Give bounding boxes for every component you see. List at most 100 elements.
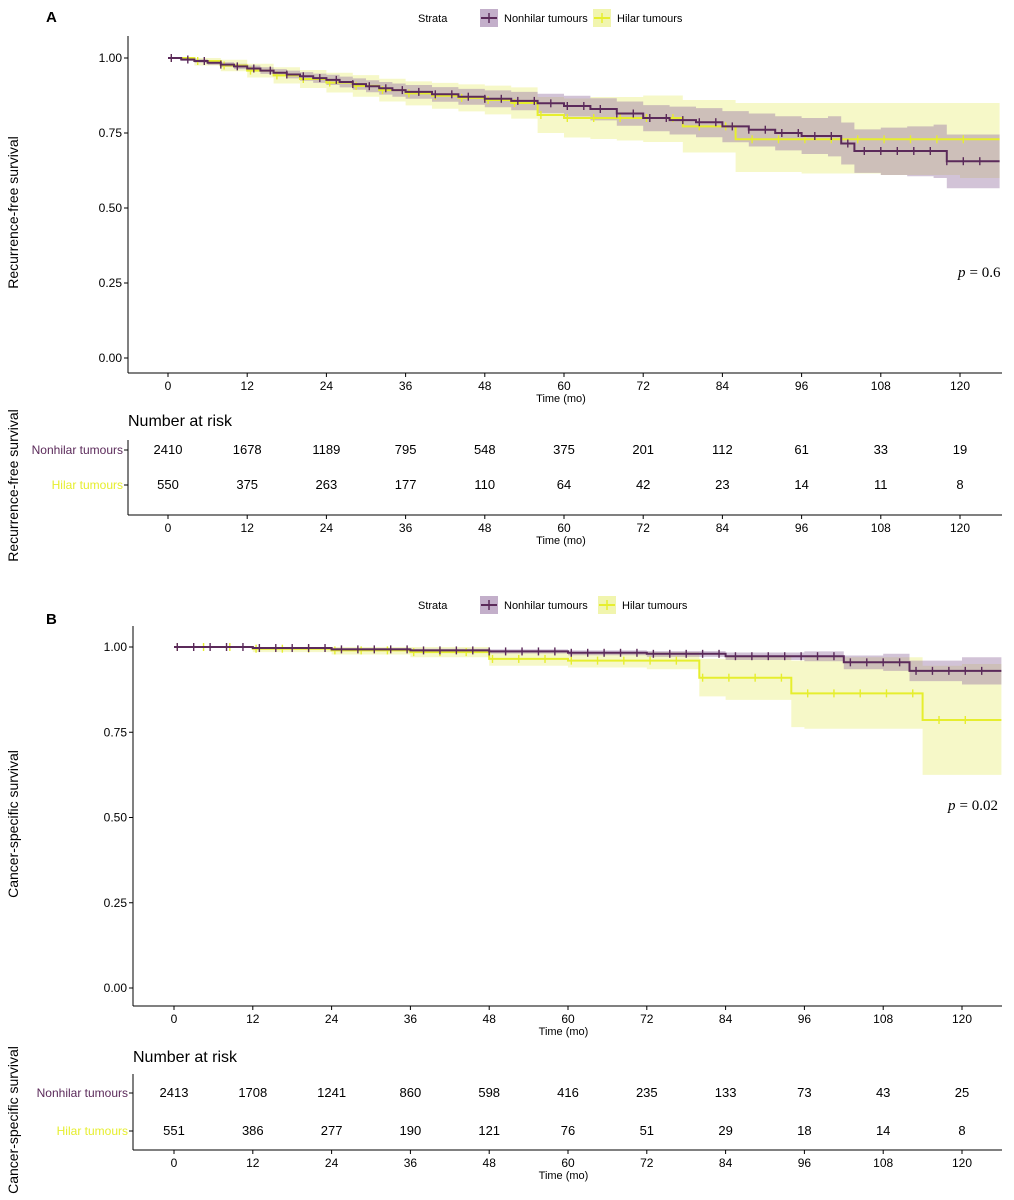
risk-count-hilar: 29 bbox=[718, 1123, 732, 1138]
legend-title: Strata bbox=[418, 13, 448, 25]
y-tick-label: 0.00 bbox=[104, 981, 128, 995]
y-tick-label: 1.00 bbox=[99, 51, 123, 65]
x-tick-label: 60 bbox=[557, 379, 571, 393]
risk-x-tick-label: 96 bbox=[795, 521, 809, 535]
risk-x-tick-label: 48 bbox=[483, 1156, 497, 1170]
risk-count-nonhilar: 73 bbox=[797, 1085, 811, 1100]
risk-count-nonhilar: 19 bbox=[953, 442, 967, 457]
p-value: p = 0.6 bbox=[957, 265, 1001, 281]
y-tick-label: 0.75 bbox=[104, 725, 128, 739]
risk-count-nonhilar: 375 bbox=[553, 442, 575, 457]
y-tick-label: 1.00 bbox=[104, 640, 128, 654]
risk-count-nonhilar: 201 bbox=[632, 442, 654, 457]
x-tick-label: 72 bbox=[640, 1012, 654, 1026]
risk-count-hilar: 121 bbox=[478, 1123, 500, 1138]
y-axis-label: Cancer-specific survival bbox=[5, 750, 21, 898]
risk-row-label-nonhilar: Nonhilar tumours bbox=[37, 1086, 128, 1100]
risk-x-tick-label: 24 bbox=[325, 1156, 339, 1170]
panel-B: B Strata Nonhilar tumours Hilar tumours 0.00… bbox=[5, 596, 1002, 1194]
risk-x-tick-label: 48 bbox=[478, 521, 492, 535]
x-axis-label: Time (mo) bbox=[539, 1026, 589, 1038]
risk-count-nonhilar: 43 bbox=[876, 1085, 890, 1100]
legend-label-nonhilar: Nonhilar tumours bbox=[504, 13, 588, 25]
risk-x-tick-label: 36 bbox=[399, 521, 413, 535]
risk-count-nonhilar: 1241 bbox=[317, 1085, 346, 1100]
p-value-symbol: p bbox=[947, 798, 956, 814]
p-value: p = 0.02 bbox=[947, 798, 998, 814]
risk-count-nonhilar: 2413 bbox=[160, 1085, 189, 1100]
risk-x-tick-label: 120 bbox=[950, 521, 970, 535]
legend-title: Strata bbox=[418, 600, 448, 612]
y-tick-label: 0.75 bbox=[99, 126, 123, 140]
risk-count-nonhilar: 61 bbox=[794, 442, 808, 457]
legend-label-hilar: Hilar tumours bbox=[622, 600, 688, 612]
risk-count-nonhilar: 860 bbox=[400, 1085, 422, 1100]
x-tick-label: 36 bbox=[399, 379, 413, 393]
y-tick-label: 0.25 bbox=[99, 276, 123, 290]
risk-count-hilar: 375 bbox=[236, 477, 258, 492]
plot-area bbox=[174, 643, 1002, 775]
risk-count-nonhilar: 548 bbox=[474, 442, 496, 457]
legend-label-nonhilar: Nonhilar tumours bbox=[504, 600, 588, 612]
risk-count-nonhilar: 112 bbox=[712, 442, 733, 457]
risk-x-tick-label: 84 bbox=[716, 521, 730, 535]
risk-table: Number at risk Nonhilar tumours 2410 1678 11… bbox=[5, 409, 1002, 562]
risk-count-nonhilar: 2410 bbox=[154, 442, 183, 457]
risk-count-hilar: 177 bbox=[395, 477, 417, 492]
risk-count-hilar: 551 bbox=[163, 1123, 185, 1138]
risk-count-nonhilar: 25 bbox=[955, 1085, 969, 1100]
risk-x-tick-label: 12 bbox=[241, 521, 255, 535]
legend-label-hilar: Hilar tumours bbox=[617, 13, 683, 25]
x-tick-label: 72 bbox=[637, 379, 651, 393]
risk-x-tick-label: 120 bbox=[952, 1156, 972, 1170]
x-tick-label: 96 bbox=[798, 1012, 812, 1026]
risk-table-title: Number at risk bbox=[133, 1049, 238, 1066]
risk-count-nonhilar: 795 bbox=[395, 442, 417, 457]
ci-band-nonhilar bbox=[168, 58, 1000, 189]
risk-x-tick-label: 96 bbox=[798, 1156, 812, 1170]
risk-x-tick-label: 72 bbox=[637, 521, 651, 535]
legend: Strata Nonhilar tumours Hilar tumours bbox=[418, 596, 688, 614]
risk-count-hilar: 51 bbox=[640, 1123, 654, 1138]
panel-letter: A bbox=[46, 9, 57, 26]
risk-count-hilar: 23 bbox=[715, 477, 729, 492]
x-tick-label: 60 bbox=[561, 1012, 575, 1026]
risk-table-title: Number at risk bbox=[128, 413, 233, 430]
risk-row-label-nonhilar: Nonhilar tumours bbox=[32, 443, 123, 457]
risk-count-nonhilar: 598 bbox=[478, 1085, 500, 1100]
x-tick-label: 120 bbox=[950, 379, 970, 393]
risk-x-tick-label: 60 bbox=[557, 521, 571, 535]
risk-x-tick-label: 108 bbox=[871, 521, 891, 535]
risk-count-hilar: 277 bbox=[321, 1123, 343, 1138]
y-tick-label: 0.25 bbox=[104, 896, 128, 910]
ci-band-hilar bbox=[174, 647, 1002, 775]
plot-area bbox=[168, 54, 1000, 189]
x-tick-label: 12 bbox=[241, 379, 255, 393]
panel-A: A Strata Nonhilar tumours Hilar tumours 0.00… bbox=[5, 9, 1002, 562]
risk-x-tick-label: 108 bbox=[873, 1156, 893, 1170]
risk-count-hilar: 42 bbox=[636, 477, 650, 492]
x-tick-label: 96 bbox=[795, 379, 809, 393]
risk-count-hilar: 8 bbox=[958, 1123, 965, 1138]
p-value-number: = 0.02 bbox=[960, 798, 998, 814]
risk-count-hilar: 110 bbox=[474, 477, 495, 492]
risk-x-tick-label: 12 bbox=[246, 1156, 260, 1170]
risk-count-hilar: 190 bbox=[400, 1123, 422, 1138]
risk-count-hilar: 386 bbox=[242, 1123, 264, 1138]
x-tick-label: 12 bbox=[246, 1012, 260, 1026]
x-tick-label: 48 bbox=[483, 1012, 497, 1026]
x-tick-label: 0 bbox=[165, 379, 172, 393]
p-value-symbol: p bbox=[957, 265, 966, 281]
risk-count-nonhilar: 1678 bbox=[233, 442, 262, 457]
x-tick-label: 24 bbox=[325, 1012, 339, 1026]
risk-count-hilar: 263 bbox=[316, 477, 338, 492]
x-tick-label: 120 bbox=[952, 1012, 972, 1026]
risk-x-tick-label: 0 bbox=[165, 521, 172, 535]
risk-table: Number at risk Nonhilar tumours 2413 1708 12… bbox=[5, 1046, 1002, 1194]
risk-count-hilar: 11 bbox=[874, 477, 888, 492]
x-tick-label: 108 bbox=[871, 379, 891, 393]
risk-count-nonhilar: 416 bbox=[557, 1085, 579, 1100]
risk-count-hilar: 550 bbox=[157, 477, 179, 492]
risk-x-tick-label: 24 bbox=[320, 521, 334, 535]
x-tick-label: 0 bbox=[171, 1012, 178, 1026]
